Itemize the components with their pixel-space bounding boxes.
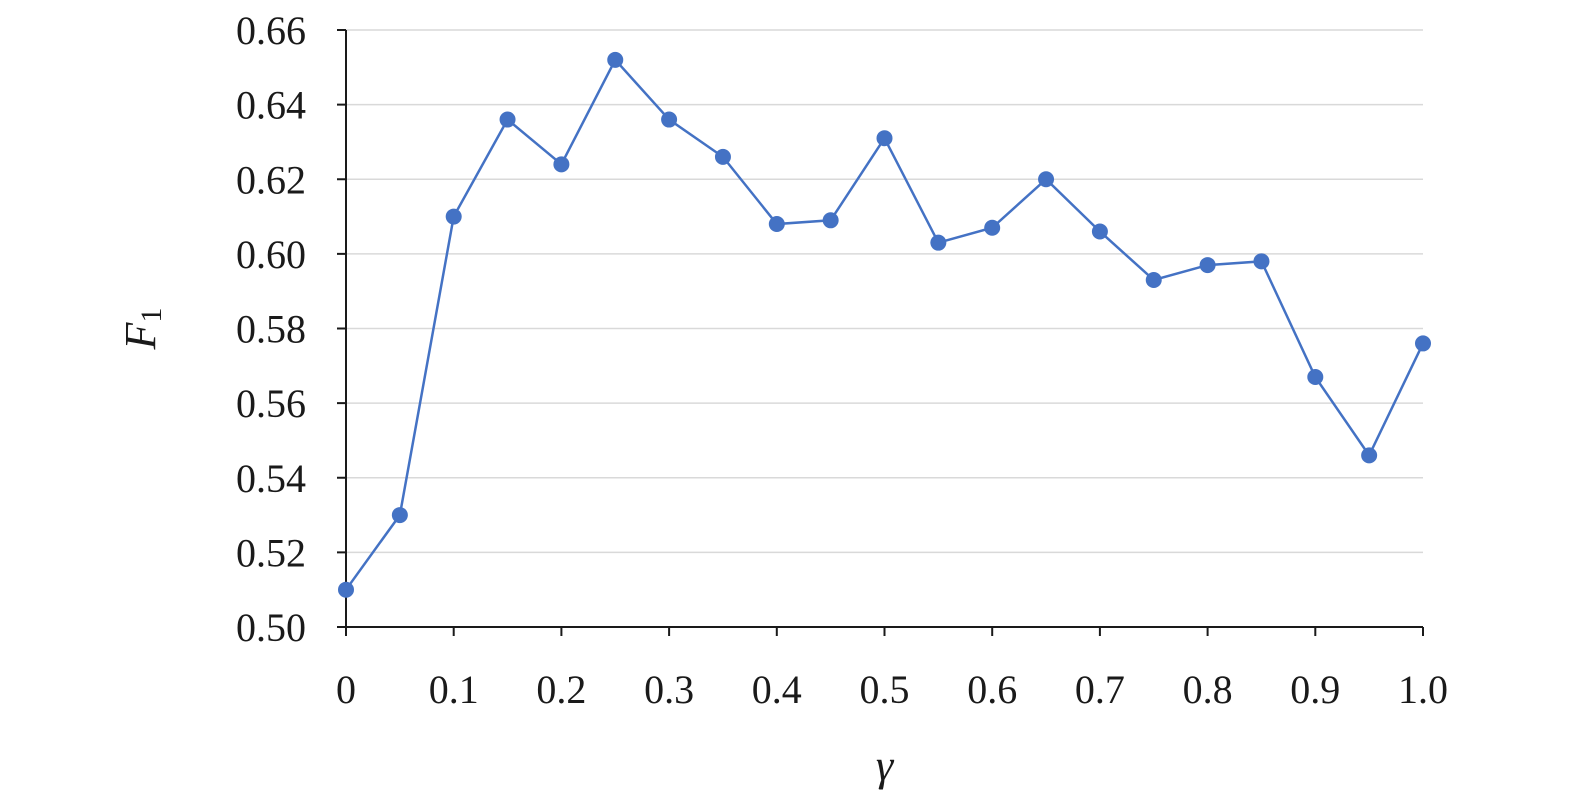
data-point	[930, 234, 947, 251]
x-axis-title: γ	[876, 741, 895, 790]
y-tick-label: 0.66	[236, 8, 306, 53]
y-ticks: 0.50 0.52 0.54 0.56 0.58 0.60 0.62 0.64 0.66	[236, 8, 346, 650]
y-tick-label: 0.58	[236, 307, 306, 352]
data-point	[661, 111, 678, 128]
series	[338, 51, 1431, 598]
x-tick-label: 0.1	[429, 667, 479, 712]
data-point	[1415, 335, 1431, 352]
data-point	[499, 111, 516, 128]
x-tick-label: 0.4	[752, 667, 802, 712]
data-point	[984, 219, 1001, 236]
data-point	[1091, 223, 1108, 240]
gridlines	[346, 29, 1423, 554]
data-point	[1199, 257, 1216, 274]
data-point	[822, 212, 839, 229]
x-tick-label: 0.8	[1183, 667, 1233, 712]
data-point	[714, 148, 731, 165]
y-tick-label: 0.52	[236, 530, 306, 575]
x-tick-label: 0.2	[536, 667, 586, 712]
data-point	[607, 51, 624, 68]
data-point	[1361, 447, 1378, 464]
data-point	[1307, 369, 1324, 386]
x-tick-label: 0.6	[967, 667, 1017, 712]
data-point	[1145, 271, 1162, 288]
data-point	[876, 130, 893, 147]
y-axis-title-subscript: 1	[135, 308, 168, 323]
y-axis-title: F1	[116, 308, 168, 351]
data-point	[445, 208, 462, 225]
x-tick-label: 1.0	[1398, 667, 1448, 712]
data-point	[1038, 171, 1055, 188]
data-point	[1253, 253, 1270, 270]
x-tick-label: 0.7	[1075, 667, 1125, 712]
y-tick-label: 0.62	[236, 157, 306, 202]
data-point	[768, 216, 785, 233]
data-point	[391, 507, 408, 524]
y-axis-title-main: F	[116, 321, 165, 350]
data-point	[338, 581, 354, 598]
x-tick-label: 0.9	[1290, 667, 1340, 712]
y-tick-label: 0.56	[236, 381, 306, 426]
y-tick-label: 0.54	[236, 456, 306, 501]
y-tick-label: 0.50	[236, 605, 306, 650]
x-tick-label: 0.3	[644, 667, 694, 712]
x-tick-label: 0	[336, 667, 356, 712]
y-tick-label: 0.60	[236, 232, 306, 277]
data-point	[553, 156, 570, 173]
x-tick-label: 0.5	[860, 667, 910, 712]
x-ticks: 0 0.1 0.2 0.3 0.4 0.5 0.6 0.7 0.8 0.9 1.0	[336, 627, 1448, 712]
y-tick-label: 0.64	[236, 83, 306, 128]
